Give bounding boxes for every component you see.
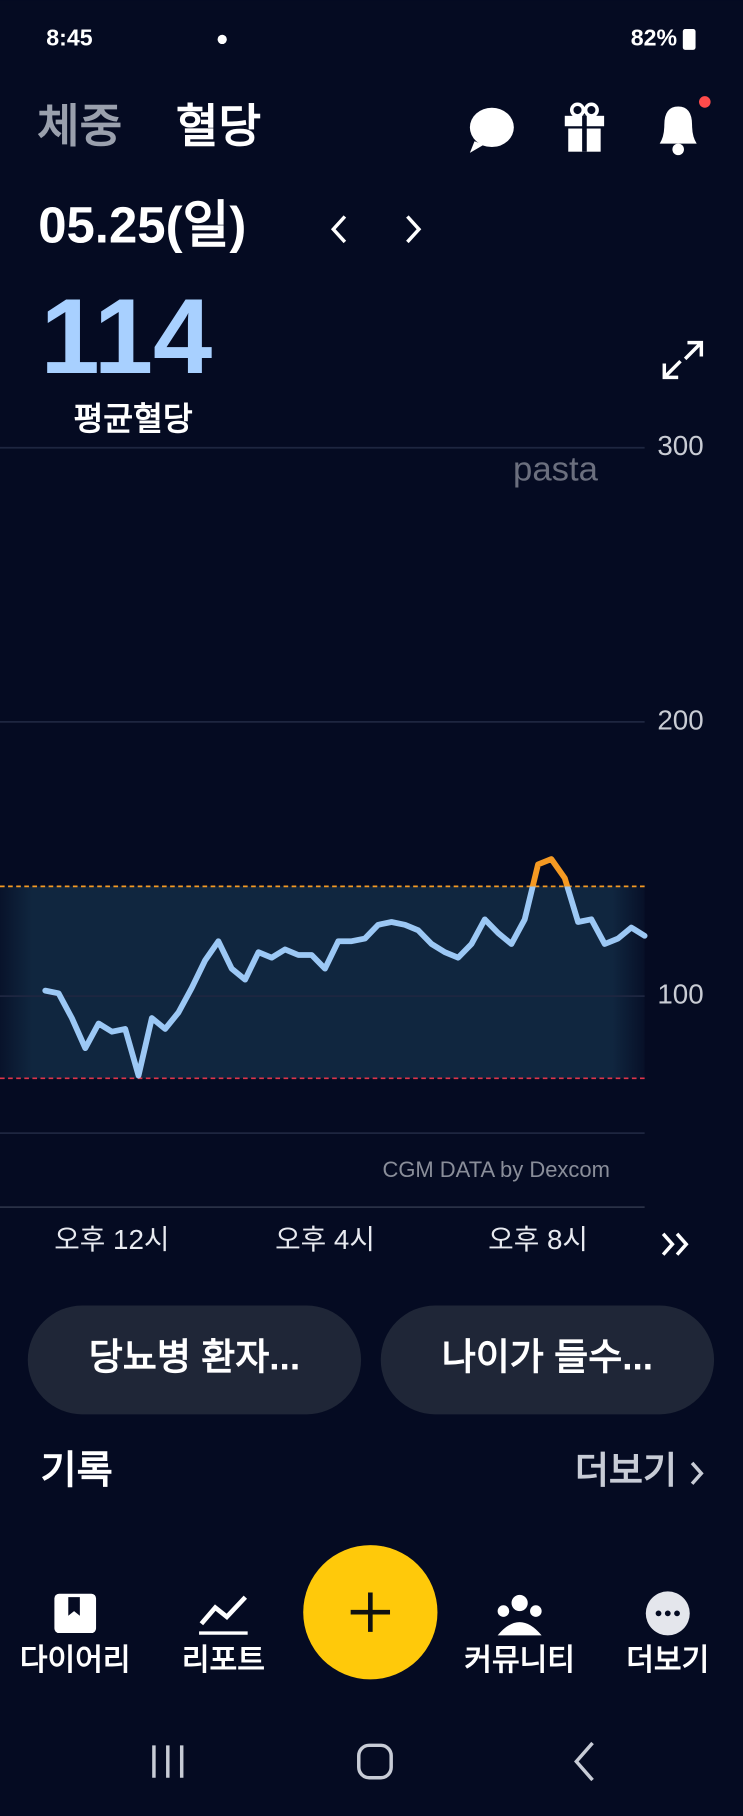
nav-label: 커뮤니티 xyxy=(464,1644,575,1677)
data-source: CGM DATA by Dexcom xyxy=(382,1157,609,1182)
average-label: 평균혈당 xyxy=(73,401,192,437)
bell-icon[interactable] xyxy=(659,96,711,156)
nav-diary[interactable]: 다이어리 xyxy=(20,1593,131,1677)
gift-icon[interactable] xyxy=(564,102,605,152)
battery-level: 82% xyxy=(631,25,677,51)
article-card[interactable]: 당뇨병 환자... xyxy=(27,1305,362,1415)
nav-label: 다이어리 xyxy=(20,1644,131,1677)
more-chevron[interactable] xyxy=(690,1461,704,1485)
battery-icon xyxy=(682,29,696,50)
glucose-chart: 100 200 300 오후 12시 오후 4시 오후 8시 xyxy=(0,430,704,1255)
y-tick-label: 200 xyxy=(657,704,703,735)
nav-label: 더보기 xyxy=(626,1644,709,1677)
status-time: 8:45 xyxy=(46,25,92,51)
card-title: 당뇨병 환자... xyxy=(89,1336,300,1378)
x-tick-label: 오후 12시 xyxy=(54,1224,169,1255)
y-tick-label: 100 xyxy=(657,978,703,1009)
nav-community[interactable]: 커뮤니티 xyxy=(464,1594,575,1677)
target-range xyxy=(0,886,645,1079)
tab-weight[interactable]: 체중 xyxy=(37,100,122,152)
expand-icon[interactable] xyxy=(662,340,704,380)
watermark: pasta xyxy=(513,450,599,488)
average-value: 114 xyxy=(41,277,213,396)
nav-label: 리포트 xyxy=(182,1644,265,1677)
card-title: 나이가 들수... xyxy=(442,1336,653,1378)
date: 05.25(일) xyxy=(38,197,246,254)
article-card[interactable]: 나이가 들수... xyxy=(380,1305,715,1415)
nav-more[interactable]: 더보기 xyxy=(626,1591,709,1677)
prev-day[interactable] xyxy=(330,215,347,244)
add-button[interactable] xyxy=(303,1545,438,1680)
more-link[interactable]: 더보기 xyxy=(575,1449,677,1491)
scroll-forward[interactable] xyxy=(661,1232,689,1256)
next-day[interactable] xyxy=(406,215,422,244)
tab-glucose[interactable]: 혈당 xyxy=(176,100,261,152)
y-tick-label: 300 xyxy=(657,430,703,461)
section-title: 기록 xyxy=(41,1449,113,1493)
glucose-line xyxy=(42,856,648,1079)
x-tick-label: 오후 8시 xyxy=(488,1224,588,1255)
x-tick-label: 오후 4시 xyxy=(275,1224,375,1255)
status-dot xyxy=(217,34,227,45)
nav-report[interactable]: 리포트 xyxy=(182,1595,265,1677)
system-nav xyxy=(152,1741,594,1782)
